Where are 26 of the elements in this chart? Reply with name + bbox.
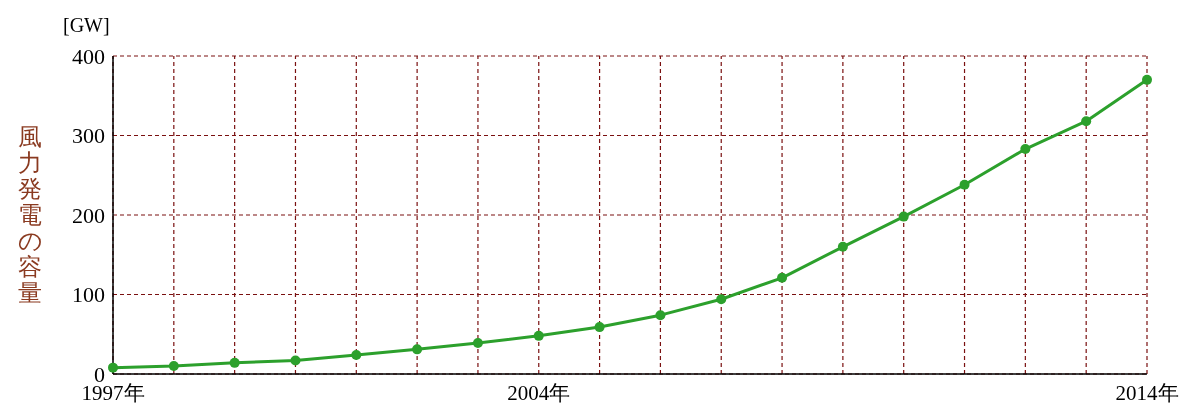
point [1020, 144, 1031, 155]
point [533, 330, 544, 341]
point [1081, 116, 1092, 127]
point [898, 211, 909, 222]
x-tick-label: 2014年 [1115, 381, 1179, 405]
y-tick-label: 100 [72, 282, 105, 308]
point [716, 294, 727, 305]
point [168, 361, 179, 372]
point [655, 310, 666, 321]
point [1142, 74, 1152, 85]
point [412, 344, 423, 355]
point [108, 362, 118, 373]
text: [GW] [63, 14, 110, 36]
point [290, 355, 301, 366]
x-tick-label: 2004年 [507, 381, 571, 405]
point [229, 357, 240, 368]
y-tick-label: 400 [72, 43, 105, 69]
point [351, 349, 362, 360]
y-tick-label: 200 [72, 202, 105, 228]
point [837, 241, 848, 252]
y-tick-label: 300 [72, 123, 105, 149]
y-axis-title: 風力発電の容量 [17, 124, 43, 307]
point [959, 179, 970, 190]
point [777, 272, 788, 283]
point [472, 338, 483, 348]
point [594, 322, 605, 333]
